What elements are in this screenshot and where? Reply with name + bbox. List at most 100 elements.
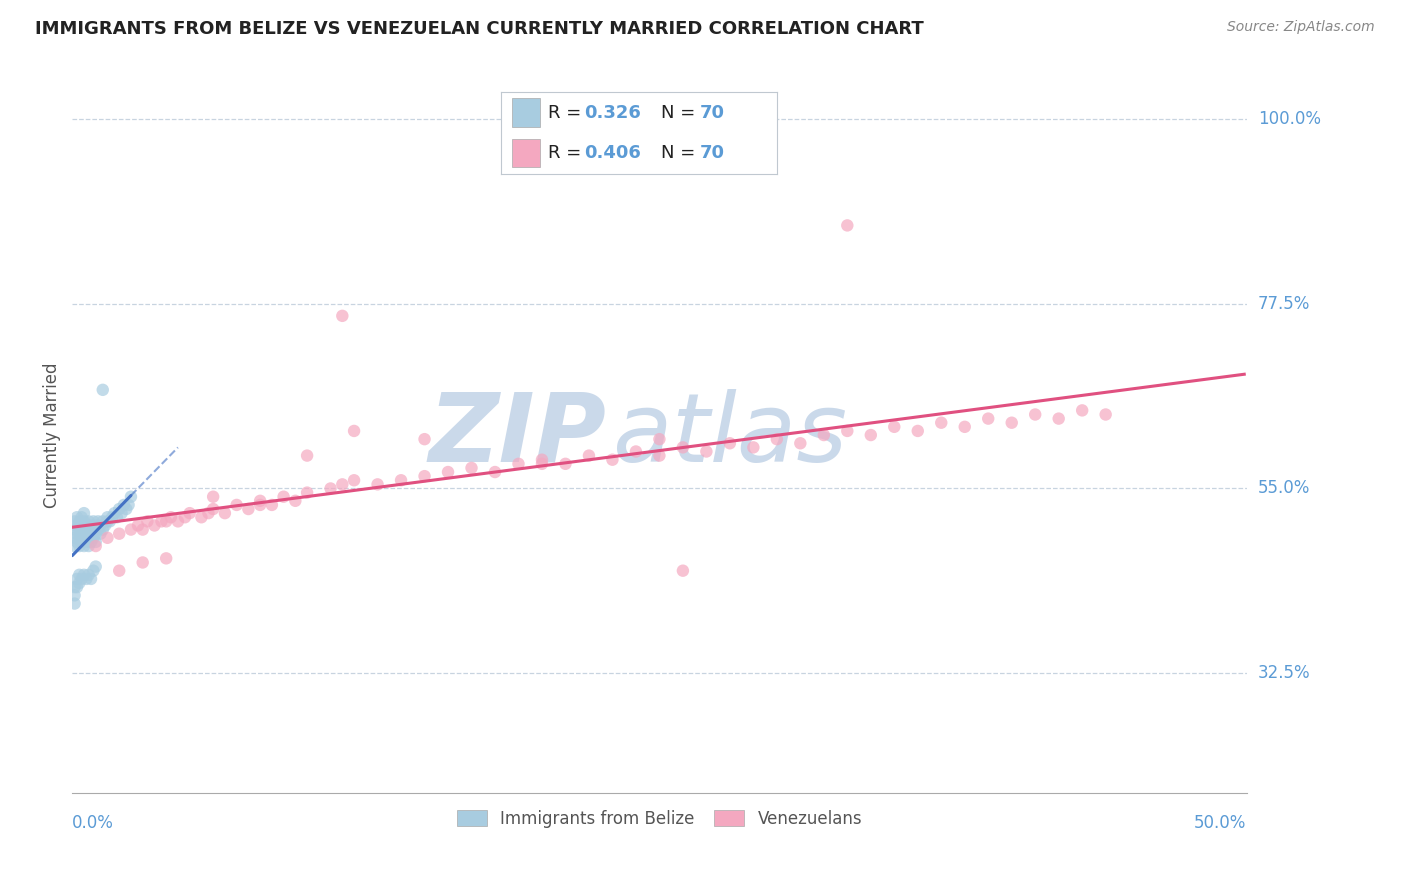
Point	[75, 518, 97, 533]
Point	[70, 535, 93, 549]
Text: ZIP: ZIP	[429, 389, 606, 482]
Text: 0.0%: 0.0%	[72, 814, 114, 832]
Point	[131, 556, 153, 570]
Text: atlas: atlas	[613, 389, 848, 482]
Point	[70, 510, 93, 524]
Point	[413, 432, 436, 446]
Point	[84, 535, 107, 549]
Point	[70, 518, 93, 533]
Point	[77, 514, 100, 528]
Point	[84, 539, 107, 553]
Text: 55.0%: 55.0%	[1258, 480, 1310, 498]
Point	[1001, 416, 1024, 430]
Text: 50.0%: 50.0%	[1194, 814, 1247, 832]
Point	[105, 510, 128, 524]
Point	[1094, 408, 1116, 422]
Point	[82, 564, 104, 578]
Point	[67, 576, 90, 591]
Point	[624, 444, 647, 458]
Point	[143, 518, 166, 533]
Point	[284, 493, 307, 508]
Point	[742, 441, 765, 455]
Point	[295, 449, 318, 463]
Point	[343, 424, 366, 438]
Point	[260, 498, 283, 512]
Point	[319, 482, 342, 496]
Point	[89, 526, 111, 541]
Point	[120, 523, 142, 537]
Point	[63, 597, 86, 611]
Point	[77, 531, 100, 545]
Point	[103, 506, 125, 520]
Point	[578, 449, 600, 463]
Point	[73, 539, 96, 553]
Point	[63, 531, 86, 545]
Point	[73, 523, 96, 537]
Point	[117, 498, 139, 512]
Point	[225, 498, 247, 512]
Point	[66, 526, 89, 541]
Point	[648, 449, 671, 463]
Point	[602, 452, 624, 467]
Point	[883, 420, 905, 434]
Point	[672, 441, 695, 455]
Point	[67, 539, 90, 553]
Point	[101, 510, 124, 524]
Point	[330, 477, 353, 491]
Point	[695, 444, 717, 458]
Point	[80, 518, 103, 533]
Point	[929, 416, 952, 430]
Point	[1024, 408, 1046, 422]
Point	[80, 526, 103, 541]
Point	[648, 432, 671, 446]
Point	[94, 518, 117, 533]
Point	[73, 514, 96, 528]
Point	[75, 572, 97, 586]
Point	[907, 424, 929, 438]
Point	[63, 539, 86, 553]
Point	[273, 490, 295, 504]
Point	[202, 502, 225, 516]
Point	[202, 490, 225, 504]
Text: IMMIGRANTS FROM BELIZE VS VENEZUELAN CURRENTLY MARRIED CORRELATION CHART: IMMIGRANTS FROM BELIZE VS VENEZUELAN CUR…	[35, 20, 924, 37]
Point	[155, 514, 177, 528]
Point	[108, 502, 131, 516]
Point	[367, 477, 389, 491]
Point	[295, 485, 318, 500]
Point	[413, 469, 436, 483]
Point	[80, 535, 103, 549]
Point	[98, 514, 121, 528]
Point	[87, 514, 110, 528]
Point	[82, 523, 104, 537]
Point	[96, 531, 118, 545]
Point	[150, 514, 173, 528]
Point	[66, 535, 89, 549]
Y-axis label: Currently Married: Currently Married	[44, 362, 60, 508]
Point	[73, 531, 96, 545]
Point	[112, 498, 135, 512]
Point	[789, 436, 811, 450]
Point	[63, 588, 86, 602]
Legend: Immigrants from Belize, Venezuelans: Immigrants from Belize, Venezuelans	[450, 803, 869, 834]
Point	[75, 526, 97, 541]
Point	[837, 424, 859, 438]
Point	[66, 580, 89, 594]
Point	[508, 457, 530, 471]
Point	[87, 523, 110, 537]
Point	[977, 411, 1000, 425]
Point	[84, 526, 107, 541]
Point	[73, 567, 96, 582]
Point	[672, 564, 695, 578]
Point	[530, 452, 553, 467]
Point	[67, 531, 90, 545]
Point	[127, 518, 149, 533]
Point	[108, 564, 131, 578]
Point	[77, 567, 100, 582]
Point	[77, 539, 100, 553]
Point	[115, 502, 138, 516]
Point	[70, 572, 93, 586]
Point	[82, 514, 104, 528]
Point	[84, 559, 107, 574]
Point	[1047, 411, 1070, 425]
Point	[214, 506, 236, 520]
